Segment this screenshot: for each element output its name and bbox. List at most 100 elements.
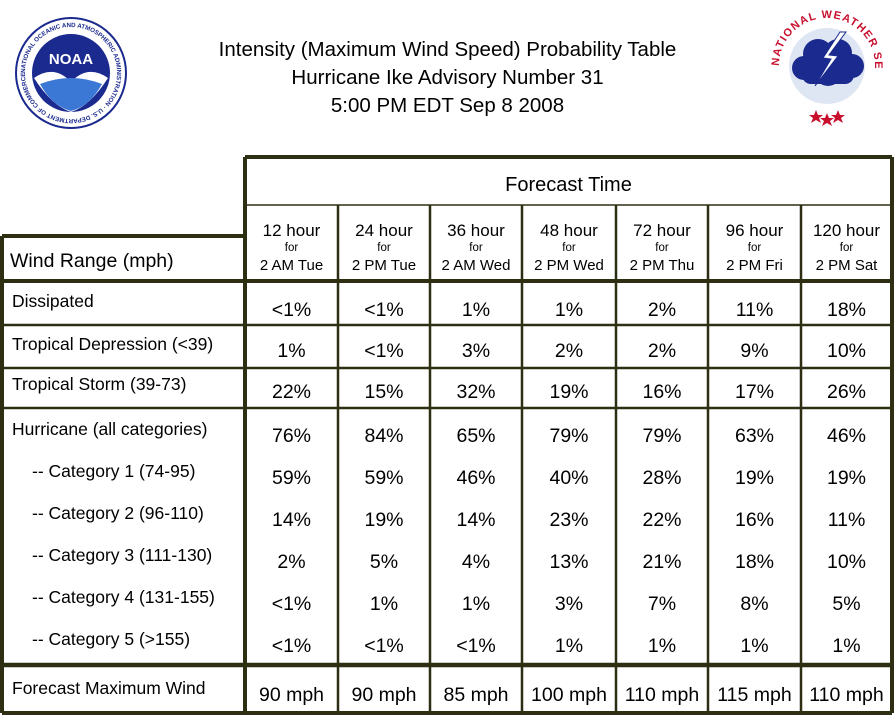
probability-value: 15%	[364, 381, 403, 403]
probability-value: 40%	[549, 467, 588, 489]
probability-value: 1%	[462, 299, 490, 321]
probability-value: 65%	[456, 425, 495, 447]
column-hour-label: 72 hour	[633, 221, 691, 240]
column-hour-label: 12 hour	[263, 221, 321, 240]
row-label: Tropical Depression (<39)	[12, 334, 213, 354]
column-time-label: 2 PM Fri	[726, 257, 783, 274]
probability-value: 13%	[549, 551, 588, 573]
row-label: Hurricane (all categories)	[12, 419, 208, 439]
probability-value: 1%	[832, 635, 860, 657]
column-for-label: for	[840, 242, 854, 254]
probability-value: <1%	[364, 299, 404, 321]
probability-value: 16%	[735, 509, 774, 531]
nws-logo: NATIONAL WEATHER SERVICE	[768, 6, 884, 126]
row-label: -- Category 1 (74-95)	[32, 461, 195, 481]
probability-value: 8%	[740, 593, 768, 615]
table-grid-lines	[0, 155, 894, 715]
probability-value: 79%	[549, 425, 588, 447]
probability-value: 46%	[827, 425, 866, 447]
probability-value: 79%	[642, 425, 681, 447]
probability-value: 23%	[549, 509, 588, 531]
probability-value: 2%	[277, 551, 305, 573]
forecast-time-label: Forecast Time	[505, 174, 632, 196]
probability-value: 3%	[555, 593, 583, 615]
column-for-label: for	[285, 242, 299, 254]
probability-value: 100 mph	[531, 684, 607, 706]
probability-value: 19%	[364, 509, 403, 531]
noaa-logo: NATIONAL OCEANIC AND ATMOSPHERIC ADMINIS…	[14, 16, 127, 129]
column-for-label: for	[377, 242, 391, 254]
probability-value: 1%	[555, 299, 583, 321]
probability-value: <1%	[456, 635, 496, 657]
probability-value: 115 mph	[717, 684, 791, 706]
column-hour-label: 48 hour	[540, 221, 598, 240]
probability-value: 84%	[364, 425, 403, 447]
table-text: Forecast Time Wind Range (mph) 12 hour for 2…	[10, 174, 884, 706]
probability-value: 4%	[462, 551, 490, 573]
row-label: -- Category 2 (96-110)	[32, 503, 204, 523]
probability-value: 22%	[272, 381, 311, 403]
probability-value: 11%	[828, 509, 866, 531]
probability-value: 59%	[272, 467, 311, 489]
probability-value: <1%	[364, 635, 404, 657]
probability-value: 2%	[648, 340, 676, 362]
probability-value: 28%	[642, 467, 681, 489]
title-line-1: Intensity (Maximum Wind Speed) Probabili…	[218, 38, 677, 61]
column-for-label: for	[469, 242, 483, 254]
column-for-label: for	[655, 242, 669, 254]
probability-value: 11%	[736, 299, 774, 321]
probability-value: 1%	[648, 635, 676, 657]
column-hour-label: 24 hour	[355, 221, 413, 240]
row-label: Forecast Maximum Wind	[12, 678, 206, 698]
title-line-3: 5:00 PM EDT Sep 8 2008	[330, 94, 565, 117]
probability-value: 19%	[827, 467, 866, 489]
probability-value: 90 mph	[351, 684, 416, 706]
column-for-label: for	[562, 242, 576, 254]
title-line-2: Hurricane Ike Advisory Number 31	[291, 66, 604, 89]
probability-value: 10%	[827, 551, 866, 573]
column-time-label: 2 PM Thu	[630, 257, 695, 274]
row-label: Dissipated	[12, 291, 94, 311]
probability-value: 16%	[642, 381, 681, 403]
probability-value: <1%	[364, 340, 404, 362]
row-label: -- Category 4 (131-155)	[32, 587, 215, 607]
probability-value: 14%	[272, 509, 311, 531]
probability-value: 110 mph	[809, 684, 883, 706]
probability-value: 1%	[277, 340, 305, 362]
column-hour-label: 36 hour	[447, 221, 505, 240]
probability-value: 76%	[272, 425, 311, 447]
column-time-label: 2 PM Sat	[816, 257, 879, 274]
probability-value: 90 mph	[259, 684, 324, 706]
probability-value: 2%	[648, 299, 676, 321]
probability-value: 59%	[364, 467, 403, 489]
probability-value: 5%	[832, 593, 860, 615]
row-label: -- Category 5 (>155)	[32, 629, 190, 649]
column-time-label: 2 AM Wed	[442, 257, 511, 274]
column-time-label: 2 PM Tue	[352, 257, 416, 274]
probability-value: 14%	[456, 509, 495, 531]
probability-value: 17%	[735, 381, 774, 403]
probability-value: 1%	[462, 593, 490, 615]
probability-value: 22%	[642, 509, 681, 531]
probability-value: 1%	[740, 635, 768, 657]
probability-value: 46%	[456, 467, 495, 489]
probability-value: 26%	[827, 381, 866, 403]
probability-value: 2%	[555, 340, 583, 362]
probability-value: 7%	[648, 593, 676, 615]
column-hour-label: 120 hour	[813, 221, 880, 240]
probability-value: 110 mph	[625, 684, 699, 706]
probability-value: 5%	[370, 551, 398, 573]
probability-value: 63%	[735, 425, 774, 447]
probability-value: 10%	[827, 340, 866, 362]
column-time-label: 2 AM Tue	[260, 257, 323, 274]
probability-value: <1%	[272, 299, 312, 321]
probability-value: 3%	[462, 340, 490, 362]
probability-value: <1%	[272, 593, 312, 615]
probability-value: 18%	[827, 299, 866, 321]
noaa-wordmark: NOAA	[49, 51, 93, 68]
row-header-label: Wind Range (mph)	[10, 250, 174, 272]
row-label: Tropical Storm (39-73)	[12, 374, 186, 394]
probability-value: <1%	[272, 635, 312, 657]
probability-value: 21%	[642, 551, 681, 573]
